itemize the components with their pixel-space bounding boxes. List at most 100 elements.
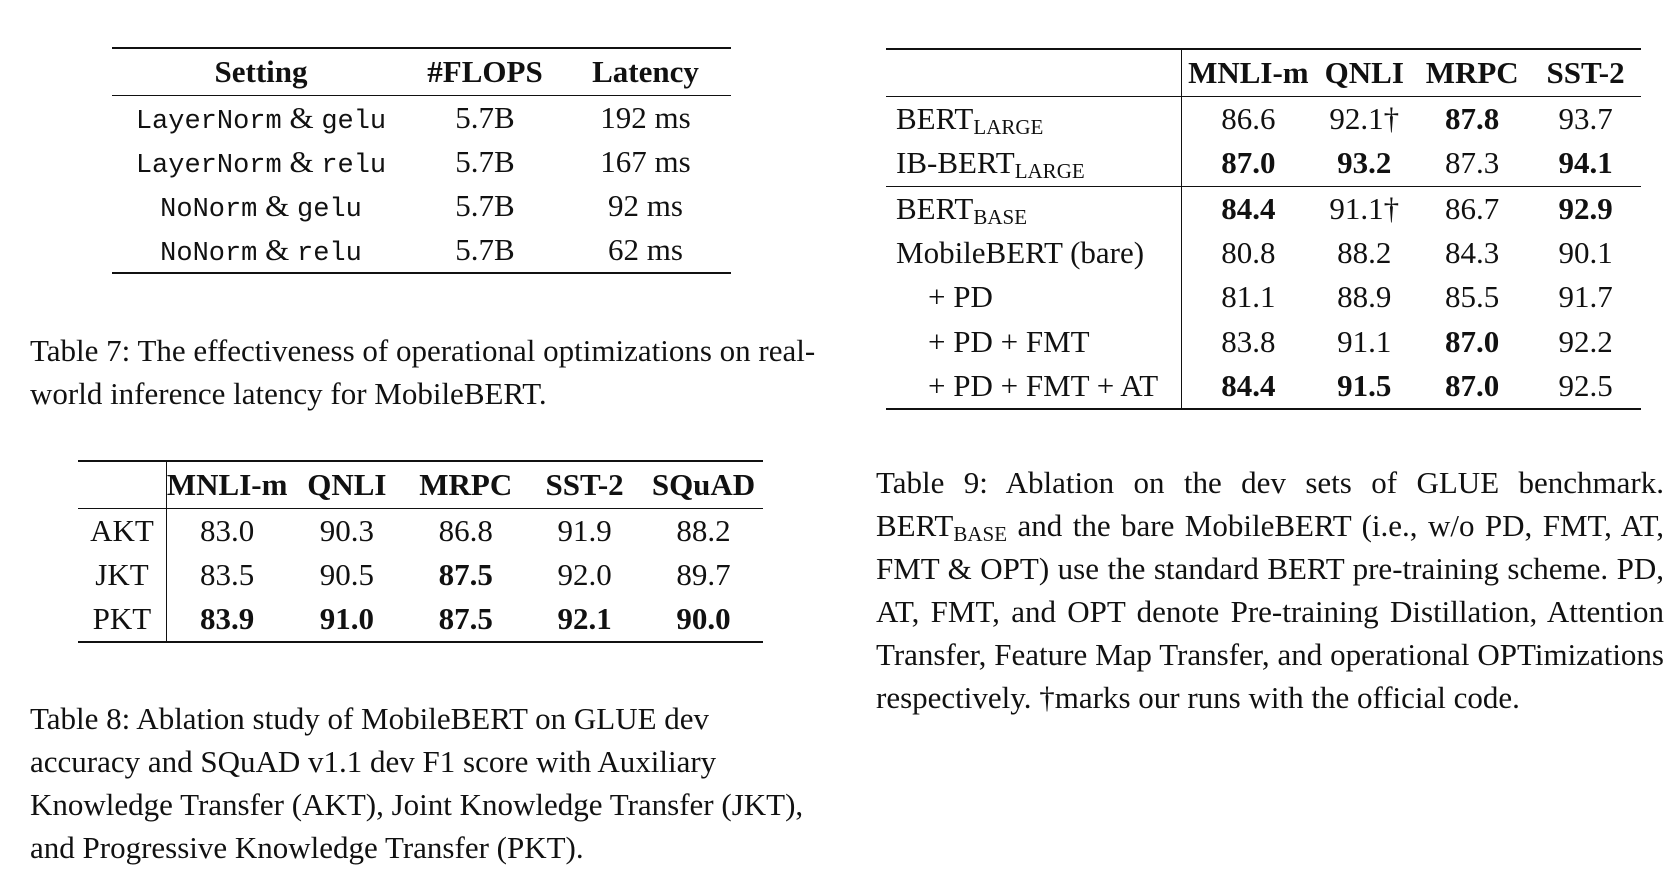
t9-row-label-text: + PD + FMT: [928, 323, 1090, 359]
t7-setting-cell: LayerNorm & relu: [135, 143, 387, 181]
t7-header-flops: #FLOPS: [427, 54, 543, 89]
t9-value-cell: 88.9: [1337, 279, 1392, 315]
t9-caption-sub: BASE: [953, 522, 1008, 546]
t9-header-mrpc: MRPC: [1425, 55, 1519, 90]
t9-row-label: MobileBERT (bare): [886, 230, 1183, 276]
table-8-caption: Table 8: Ablation study of MobileBERT on…: [30, 701, 804, 865]
t9-header-blank: [886, 49, 1183, 97]
t9-value-cell: 91.1†: [1329, 190, 1400, 226]
t9-value-cell: 92.9: [1558, 190, 1613, 226]
t9-value-cell: 85.5: [1445, 279, 1500, 315]
t9-value-cell: 87.0: [1445, 323, 1500, 359]
t9-value-cell: 91.7: [1558, 279, 1613, 315]
t9-value-cell: 91.5: [1337, 367, 1392, 403]
t8-row-label: AKT: [78, 508, 167, 553]
t7-setting-cell: LayerNorm & gelu: [135, 99, 387, 137]
t9-value-cell: 84.4: [1221, 367, 1276, 403]
t8-value-cell: 92.0: [557, 557, 612, 592]
t8-value-cell: 83.9: [200, 601, 255, 636]
t8-value-cell: 83.0: [200, 513, 255, 548]
table-row: + PD 81.1 88.9 85.5 91.7: [886, 275, 1641, 320]
t7-latency-cell: 167 ms: [600, 144, 691, 179]
t9-value-cell: 87.0: [1221, 145, 1276, 181]
t8-value-cell: 91.9: [557, 513, 612, 548]
t8-value-cell: 90.0: [676, 601, 731, 636]
t9-value-cell: 88.2: [1337, 235, 1392, 271]
t9-row-label: + PD + FMT + AT: [886, 363, 1183, 410]
t8-value-cell: 90.5: [319, 557, 374, 592]
t9-value-cell: 84.4: [1221, 190, 1276, 226]
t9-value-cell: 86.7: [1445, 190, 1500, 226]
t9-value-cell: 93.7: [1558, 101, 1613, 137]
t8-value-cell: 83.5: [200, 557, 255, 592]
t8-value-cell: 87.5: [438, 557, 493, 592]
t7-flops-cell: 5.7B: [455, 188, 515, 223]
t9-value-cell: 92.2: [1558, 323, 1613, 359]
t8-value-cell: 91.0: [319, 601, 374, 636]
table-8: MNLI-m QNLI MRPC SST-2 SQuAD AKT 83.0 90.3…: [78, 460, 763, 643]
t9-value-cell: 87.3: [1445, 145, 1500, 181]
t9-row-label-text: BERT: [896, 190, 974, 226]
t9-value-cell: 84.3: [1445, 235, 1500, 271]
t8-header-blank: [78, 461, 167, 509]
t8-value-cell: 86.8: [438, 513, 493, 548]
t8-value-cell: 88.2: [676, 513, 731, 548]
table-row: NoNorm & gelu 5.7B 92 ms: [112, 184, 731, 228]
table-row: + PD + FMT + AT 84.4 91.5 87.0 92.5: [886, 363, 1641, 410]
table-row: BERTBASE 84.4 91.1† 86.7 92.9: [886, 186, 1641, 231]
t9-value-cell: 80.8: [1221, 235, 1276, 271]
table-row: PKT 83.9 91.0 87.5 92.1 90.0: [78, 597, 763, 642]
t9-value-cell: 90.1: [1558, 235, 1613, 271]
table-9-caption: Table 9: Ablation on the dev sets of GLU…: [876, 461, 1664, 719]
t9-row-label-text: BERT: [896, 101, 974, 137]
t9-value-cell: 87.8: [1445, 101, 1500, 137]
t8-value-cell: 92.1: [557, 601, 612, 636]
t7-flops-cell: 5.7B: [455, 144, 515, 179]
t9-row-label-text: IB-BERT: [896, 145, 1015, 181]
table-row: IB-BERTLARGE 87.0 93.2 87.3 94.1: [886, 141, 1641, 187]
t9-value-cell: 83.8: [1221, 323, 1276, 359]
table-row: NoNorm & relu 5.7B 62 ms: [112, 228, 731, 273]
table-row: LayerNorm & relu 5.7B 167 ms: [112, 140, 731, 184]
t8-header-sst2: SST-2: [545, 467, 624, 502]
table-row: + PD + FMT 83.8 91.1 87.0 92.2: [886, 319, 1641, 364]
t9-row-label-text: + PD + FMT + AT: [928, 367, 1159, 403]
t7-latency-cell: 62 ms: [608, 232, 683, 267]
table-7-caption: Table 7: The effectiveness of operationa…: [30, 333, 816, 411]
table-9: MNLI-m QNLI MRPC SST-2 BERTLARGE 86.6 92.1…: [886, 48, 1641, 411]
t9-value-cell: 94.1: [1558, 145, 1613, 181]
t9-caption-prefix: Table 9: Ablation on the dev sets of GLU…: [876, 465, 1664, 543]
t9-row-label: BERTBASE: [886, 186, 1183, 231]
t8-value-cell: 87.5: [438, 601, 493, 636]
t9-row-label-sub: LARGE: [973, 115, 1044, 140]
table-row: MobileBERT (bare) 80.8 88.2 84.3 90.1: [886, 230, 1641, 276]
t7-latency-cell: 192 ms: [600, 100, 691, 135]
t9-header-mnli: MNLI-m: [1188, 55, 1309, 90]
t9-header-sst2: SST-2: [1546, 55, 1625, 90]
t7-flops-cell: 5.7B: [455, 232, 515, 267]
table-row: LayerNorm & gelu 5.7B 192 ms: [112, 96, 731, 141]
t9-value-cell: 87.0: [1445, 367, 1500, 403]
t9-row-label: BERTLARGE: [886, 96, 1183, 142]
t8-header-squad: SQuAD: [651, 467, 756, 502]
table-7: Setting #FLOPS Latency LayerNorm & gelu …: [112, 47, 731, 274]
table-row: AKT 83.0 90.3 86.8 91.9 88.2: [78, 508, 763, 553]
t9-value-cell: 81.1: [1221, 279, 1276, 315]
t9-row-label: + PD + FMT: [886, 319, 1183, 364]
t9-row-label: + PD: [886, 275, 1183, 320]
t9-row-label: IB-BERTLARGE: [886, 141, 1183, 187]
t8-row-label: PKT: [78, 597, 167, 642]
t9-row-label-sub: BASE: [973, 204, 1028, 229]
table-row: BERTLARGE 86.6 92.1† 87.8 93.7: [886, 96, 1641, 142]
t8-value-cell: 90.3: [319, 513, 374, 548]
t8-row-label: JKT: [78, 553, 167, 597]
t9-value-cell: 92.1†: [1329, 101, 1400, 137]
t9-header-qnli: QNLI: [1324, 55, 1404, 90]
t7-setting-cell: NoNorm & relu: [160, 231, 362, 269]
t7-setting-cell: NoNorm & gelu: [160, 187, 362, 225]
t9-value-cell: 86.6: [1221, 101, 1276, 137]
t9-value-cell: 92.5: [1558, 367, 1613, 403]
t9-row-label-text: MobileBERT (bare): [896, 235, 1145, 271]
t8-header-mnli: MNLI-m: [166, 467, 288, 502]
t7-header-latency: Latency: [592, 54, 699, 89]
